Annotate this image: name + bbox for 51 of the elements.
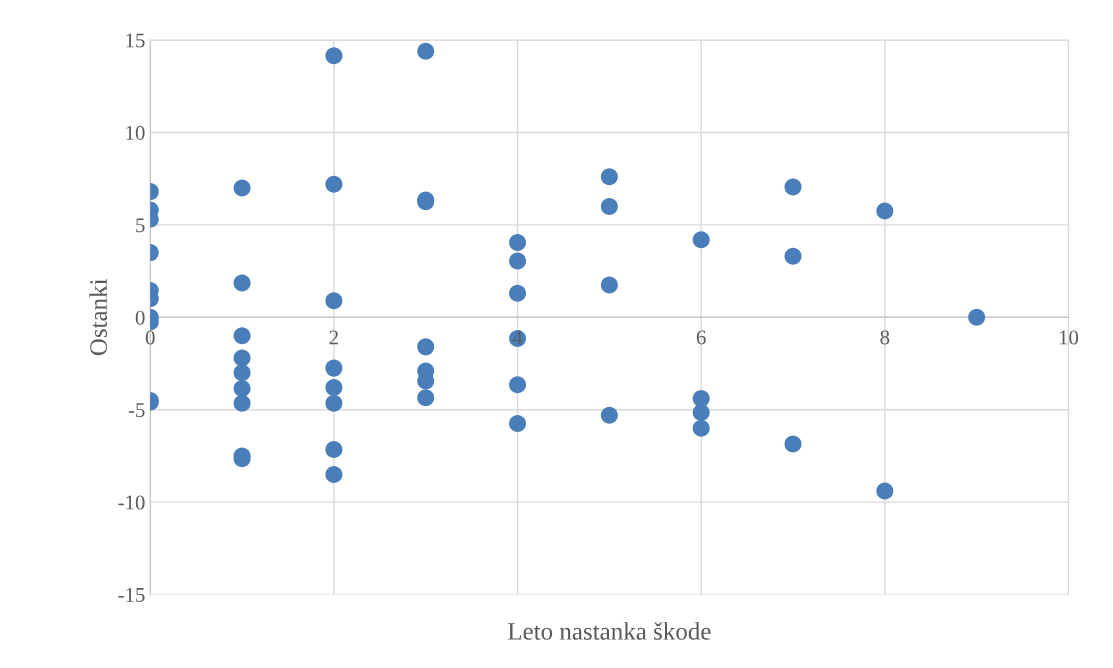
x-tick-label: 6 bbox=[696, 330, 706, 345]
x-tick-label: 8 bbox=[880, 330, 890, 345]
point bbox=[233, 327, 251, 345]
point bbox=[600, 406, 618, 424]
point bbox=[325, 465, 343, 483]
point bbox=[417, 389, 435, 407]
y-tick-label: -15 bbox=[118, 587, 145, 602]
point bbox=[233, 364, 251, 382]
point bbox=[509, 376, 527, 394]
point bbox=[600, 276, 618, 294]
point bbox=[417, 338, 435, 356]
y-tick-label: -10 bbox=[118, 495, 145, 510]
point bbox=[325, 440, 343, 458]
point bbox=[784, 247, 802, 265]
y-tick-label: -5 bbox=[128, 403, 145, 418]
point bbox=[968, 308, 986, 326]
x-axis-title: Leto nastanka škode bbox=[508, 622, 711, 640]
point bbox=[233, 274, 251, 292]
point bbox=[784, 435, 802, 453]
point bbox=[784, 178, 802, 196]
point bbox=[417, 42, 435, 60]
point bbox=[509, 233, 527, 251]
point bbox=[233, 379, 251, 397]
x-tick-label: 4 bbox=[512, 330, 523, 345]
point bbox=[876, 202, 894, 220]
point bbox=[325, 379, 343, 397]
point bbox=[325, 47, 343, 65]
point bbox=[509, 252, 527, 270]
point bbox=[509, 415, 527, 433]
x-tick-label: 0 bbox=[145, 330, 155, 345]
point bbox=[509, 284, 527, 302]
point bbox=[692, 231, 710, 249]
point bbox=[233, 349, 251, 367]
y-tick-label: 10 bbox=[126, 125, 145, 140]
point bbox=[692, 403, 710, 421]
y-tick-label: 5 bbox=[136, 218, 145, 233]
point bbox=[325, 359, 343, 377]
point bbox=[325, 175, 343, 193]
point bbox=[233, 179, 251, 197]
point bbox=[233, 394, 251, 412]
point bbox=[600, 168, 618, 186]
y-tick-label: 15 bbox=[126, 33, 145, 48]
point bbox=[692, 419, 710, 437]
y-axis-title: Ostanki bbox=[89, 278, 107, 356]
y-tick-label: 0 bbox=[135, 310, 145, 325]
point bbox=[325, 394, 343, 412]
point bbox=[600, 197, 618, 215]
point bbox=[876, 482, 894, 500]
point bbox=[325, 292, 343, 310]
x-tick-label: 10 bbox=[1059, 330, 1079, 345]
x-tick-label: 2 bbox=[329, 330, 338, 345]
